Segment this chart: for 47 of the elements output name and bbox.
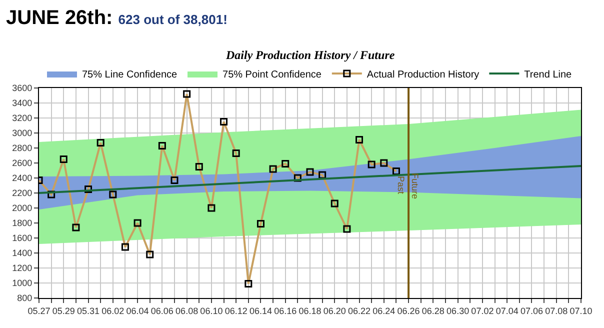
x-tick-label: 07.06 [520, 306, 543, 316]
x-tick-label: 05.27 [28, 306, 50, 316]
y-tick-label: 1800 [12, 218, 32, 228]
x-tick-label: 07.04 [496, 306, 518, 316]
x-tick-label: 06.24 [372, 306, 396, 316]
x-tick-label: 06.28 [422, 306, 444, 316]
x-tick-label: 06.06 [150, 306, 174, 316]
x-tick-label: 06.04 [126, 306, 149, 316]
chart-title: JUNE 26th: [6, 6, 113, 29]
chart-subtitle: 623 out of 38,801! [118, 12, 228, 27]
x-tick-label: 06.18 [298, 306, 322, 316]
y-tick-label: 2800 [12, 143, 32, 154]
x-tick-label: 07.10 [570, 306, 592, 316]
annotation: Future [410, 172, 420, 199]
x-tick-label: 06.14 [249, 306, 272, 316]
y-tick-label: 3600 [12, 83, 32, 94]
x-tick-label: 06.10 [200, 306, 223, 316]
x-tick-label: 06.26 [397, 306, 420, 316]
y-tick-label: 1400 [12, 248, 32, 258]
legend-label: 75% Line Confidence [82, 69, 178, 80]
y-tick-label: 3000 [12, 128, 32, 138]
x-tick-label: 05.31 [77, 306, 100, 316]
y-tick-label: 3400 [12, 98, 32, 108]
x-tick-label: 05.29 [52, 306, 75, 316]
y-tick-label: 3200 [12, 113, 32, 124]
y-tick-label: 1600 [12, 233, 32, 244]
x-tick-label: 06.30 [446, 306, 470, 316]
y-tick-label: 2200 [12, 188, 32, 198]
x-tick-label: 06.22 [348, 306, 371, 316]
legend-label: Actual Production History [366, 69, 480, 80]
text: Daily Production History / Future [225, 48, 396, 62]
y-tick-label: 2600 [12, 158, 32, 168]
x-tick-label: 06.12 [224, 306, 248, 316]
x-tick-label: 06.16 [274, 306, 297, 316]
x-tick-label: 06.20 [323, 306, 346, 316]
x-tick-label: 06.02 [102, 306, 124, 316]
y-tick-label: 2400 [12, 173, 32, 184]
y-tick-label: 1000 [12, 278, 32, 288]
ref-line-label: Past [396, 176, 406, 194]
y-tick-label: 1200 [12, 263, 32, 274]
x-tick-label: 07.02 [471, 306, 494, 316]
y-tick-label: 800 [17, 293, 32, 304]
legend-label: Trend Line [524, 69, 572, 80]
y-tick-label: 2000 [12, 203, 32, 214]
x-tick-label: 07.08 [545, 306, 568, 316]
legend-label: 75% Point Confidence [222, 69, 322, 80]
x-tick-label: 06.08 [176, 306, 198, 316]
